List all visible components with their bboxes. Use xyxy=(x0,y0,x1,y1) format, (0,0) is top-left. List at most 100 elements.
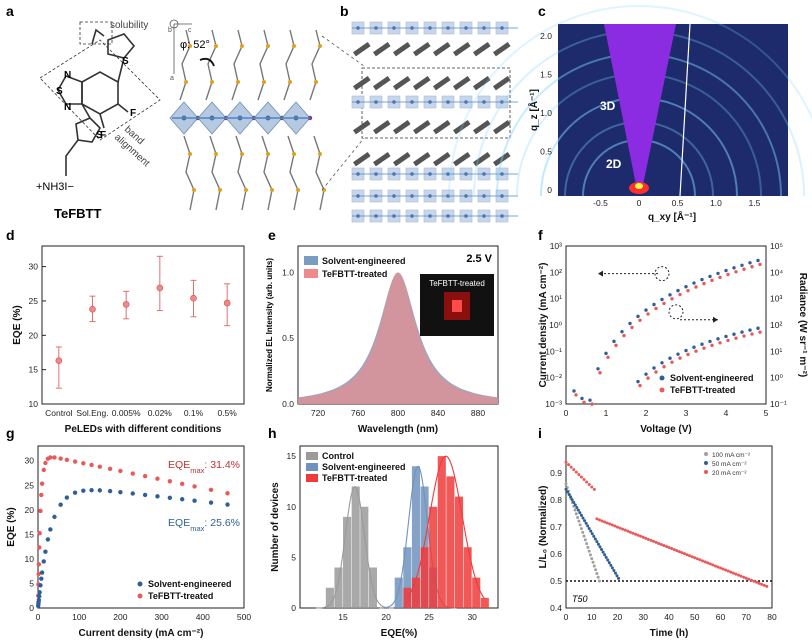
i-point-20 xyxy=(646,537,650,541)
f-point-rad-solvent xyxy=(732,332,736,336)
f-point-rad-solvent xyxy=(708,339,712,344)
panel-label-f: f xyxy=(538,227,543,243)
h-bar xyxy=(351,486,360,608)
i-point-20 xyxy=(582,478,586,482)
f-point-j-solvent xyxy=(588,398,592,402)
spacer-molecule xyxy=(392,41,411,57)
spacer-molecule xyxy=(372,41,391,57)
h-legend-swatch xyxy=(306,463,318,471)
organic-chain-top xyxy=(231,29,243,101)
i-point-20 xyxy=(755,580,759,584)
e-ytick: 0.0 xyxy=(282,399,294,409)
i-legend-marker xyxy=(704,470,708,474)
e-xtick: 720 xyxy=(311,408,325,418)
i-point-20 xyxy=(688,554,692,558)
g-xtick: 0 xyxy=(36,612,41,622)
i-point-100 xyxy=(585,542,589,546)
sulfur-atom xyxy=(318,44,322,48)
i-ytick: 0.6 xyxy=(550,549,562,559)
i-point-100 xyxy=(573,508,577,512)
spacer-molecule xyxy=(492,41,511,57)
i-point-100 xyxy=(594,568,598,572)
f-point-j-tefbtt xyxy=(646,312,650,316)
i-ytick: 0.4 xyxy=(550,603,562,613)
spacer-molecule xyxy=(352,41,371,57)
c-ylabel: q_z [Å⁻¹] xyxy=(527,89,540,131)
f-ytick-right: 10¹ xyxy=(770,346,782,356)
g-point-solvent xyxy=(64,495,70,500)
sulfur-atom xyxy=(322,188,326,192)
i-point-20 xyxy=(649,538,653,542)
f-ytick-right: 10⁻¹ xyxy=(770,399,787,409)
molecule-labels: solubility S S S N N F F band alignment … xyxy=(36,20,152,221)
chart-e: 720 760 800 840 880 0.0 0.5 1.0 Solvent-engineer… xyxy=(265,245,499,435)
panel-label-d: d xyxy=(6,227,15,243)
h-legend-swatch xyxy=(306,452,318,460)
sulfur-atom xyxy=(318,152,322,156)
spacer-molecule xyxy=(452,119,471,135)
label-3d: 3D xyxy=(600,99,616,113)
c-xtick: 0.5 xyxy=(672,198,684,208)
g-point-tefbtt xyxy=(72,459,78,464)
i-point-50 xyxy=(584,521,588,525)
f-xtick: 2 xyxy=(644,408,649,418)
g-point-tefbtt xyxy=(48,455,53,460)
f-point-rad-solvent xyxy=(748,328,752,332)
g-point-tefbtt xyxy=(37,530,42,536)
g-xlabel: Current density (mA cm⁻²) xyxy=(79,628,204,639)
spacer-molecule xyxy=(412,151,431,167)
spacer-molecule xyxy=(452,151,471,167)
e-legend-label: TeFBTT-treated xyxy=(322,269,387,279)
i-legend-marker xyxy=(704,452,708,456)
f-point-rad-solvent xyxy=(668,356,672,360)
organic-chain-top xyxy=(283,29,295,101)
f-point-rad-solvent xyxy=(756,326,760,330)
crystal-axes: b c a φ: 52° xyxy=(168,19,210,82)
f-point-rad-solvent xyxy=(700,342,704,346)
c-xtick: -0.5 xyxy=(593,198,608,208)
f-xtick: 1 xyxy=(604,408,609,418)
g-ytick: 10 xyxy=(25,554,35,564)
i-point-20 xyxy=(713,564,717,568)
f-point-rad-solvent xyxy=(676,352,680,356)
spacer-molecule xyxy=(372,75,391,91)
i-point-100 xyxy=(596,575,600,579)
i-legend-label: 100 mA cm⁻² xyxy=(712,452,751,459)
f-ytick-left: 10¹ xyxy=(550,294,562,304)
e-xtick: 880 xyxy=(471,408,485,418)
i-point-20 xyxy=(659,542,663,546)
chart-d: 10 15 20 25 30 Control Sol.Eng. 0.005% 0.02% 0.1%… xyxy=(12,245,245,435)
i-point-20 xyxy=(610,523,614,527)
i-point-20 xyxy=(762,583,766,587)
spacer-molecule xyxy=(472,41,491,57)
spacer-molecule xyxy=(352,75,371,91)
spacer-molecule xyxy=(392,151,411,167)
h-ytick: 10 xyxy=(287,502,297,512)
f-point-rad-solvent xyxy=(684,348,688,353)
panel-label-b: b xyxy=(340,3,349,19)
g-point-tefbtt xyxy=(97,464,103,469)
organic-chain-bottom xyxy=(183,135,195,211)
i-point-50 xyxy=(589,529,593,533)
f-point-j-tefbtt xyxy=(758,262,762,267)
i-point-20 xyxy=(641,535,645,539)
i-point-20 xyxy=(729,570,733,574)
e-legend-label: Solvent-engineered xyxy=(322,256,406,266)
f-legend-label: Solvent-engineered xyxy=(670,373,754,383)
f-xtick: 3 xyxy=(684,408,689,418)
i-point-20 xyxy=(628,530,632,534)
i-point-50 xyxy=(601,550,605,554)
i-ytick: 0.5 xyxy=(550,576,562,586)
spacer-molecule xyxy=(472,151,491,167)
organic-chain-bottom xyxy=(235,135,247,211)
g-xtick: 400 xyxy=(196,612,210,622)
i-point-20 xyxy=(567,463,571,467)
i-point-20 xyxy=(711,563,715,567)
f-frame xyxy=(565,245,767,405)
i-point-20 xyxy=(587,482,591,486)
f-point-j-tefbtt xyxy=(638,318,642,322)
spacer-molecule xyxy=(412,75,431,91)
f-point-rad-solvent xyxy=(740,330,744,334)
e-inset-label: TeFBTT-treated xyxy=(429,279,485,288)
g-point-solvent xyxy=(38,583,43,588)
